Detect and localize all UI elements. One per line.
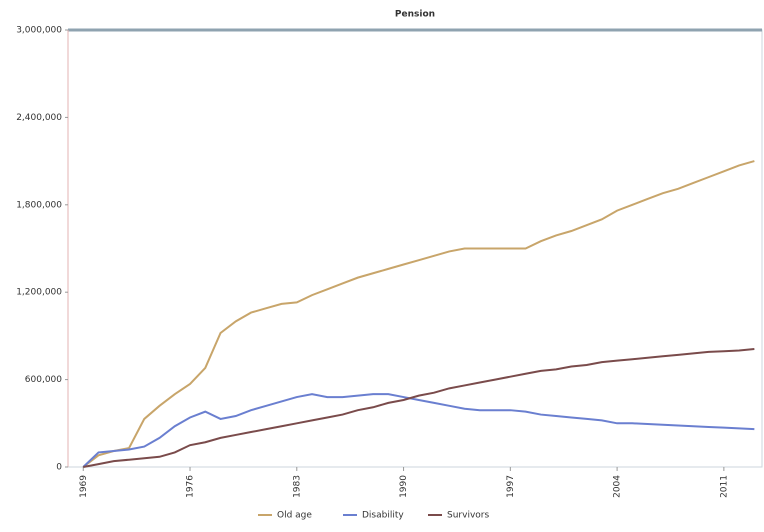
x-tick-label: 1990 <box>399 475 409 498</box>
x-tick-label: 1983 <box>292 475 302 498</box>
legend-label: Old age <box>277 511 312 521</box>
y-tick-label: 2,400,000 <box>16 113 62 123</box>
chart-title: Pension <box>395 10 435 20</box>
y-tick-label: 3,000,000 <box>16 26 62 36</box>
plot-area <box>67 29 763 468</box>
series-line <box>83 348 755 468</box>
x-tick-label: 1969 <box>79 475 89 498</box>
legend-label: Disability <box>362 511 404 521</box>
series-line <box>82 160 755 468</box>
x-tick-label: 1976 <box>186 475 196 498</box>
x-tick-label: 2004 <box>613 475 623 498</box>
series-line <box>82 393 755 468</box>
x-tick-label: 1997 <box>506 475 516 498</box>
y-tick-label: 0 <box>56 463 62 473</box>
x-tick-label: 2011 <box>719 475 729 498</box>
legend-label: Survivors <box>447 511 489 521</box>
y-tick-label: 1,800,000 <box>16 200 62 210</box>
y-tick-label: 1,200,000 <box>16 288 62 298</box>
y-tick-label: 600,000 <box>25 375 62 385</box>
